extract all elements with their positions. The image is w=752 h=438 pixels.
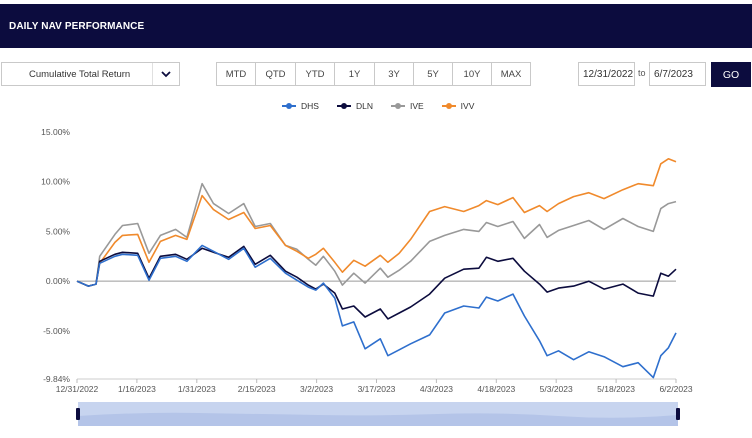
go-button[interactable]: GO [711,62,751,87]
legend-label-dhs: DHS [301,101,319,111]
range-button-1y[interactable]: 1Y [334,62,375,86]
x-tick-label: 6/2/2023 [659,384,692,394]
y-tick-label: 15.00% [41,127,70,137]
range-navigator[interactable] [76,402,680,426]
range-button-3y[interactable]: 3Y [374,62,414,86]
page-title: DAILY NAV PERFORMANCE [9,21,145,32]
chevron-down-icon[interactable] [152,63,179,85]
x-tick-label: 4/3/2023 [420,384,453,394]
legend-marker-dhs [282,103,296,109]
to-label: to [638,68,646,78]
legend-marker-dln [336,103,351,109]
series-line-dhs [76,244,677,379]
return-type-value: Cumulative Total Return [29,69,131,80]
y-tick-label: 5.00% [46,226,71,236]
range-button-group: MTD QTD YTD 1Y 3Y 5Y 10Y MAX [216,62,531,86]
y-tick-label: -9.84% [43,374,70,384]
range-button-5y[interactable]: 5Y [413,62,453,86]
navigator-right-handle[interactable] [676,408,680,420]
x-tick-label: 5/18/2023 [597,384,635,394]
return-type-select[interactable]: Cumulative Total Return [1,62,180,86]
navigator-left-handle[interactable] [76,408,80,420]
series-line-ive [76,182,677,287]
x-tick-label: 3/2/2023 [300,384,333,394]
legend-marker-ivv [441,103,456,109]
x-tick-label: 5/3/2023 [540,384,573,394]
range-button-max[interactable]: MAX [491,62,531,86]
y-tick-label: -5.00% [43,326,70,336]
y-tick-label: 0.00% [46,276,71,286]
legend-label-ivv: IVV [460,101,475,111]
legend-marker-ive [390,103,405,109]
start-date-input[interactable]: 12/31/2022 [578,62,635,86]
controls-bar: Cumulative Total Return MTD QTD YTD 1Y 3… [0,62,752,88]
x-tick-label: 4/18/2023 [477,384,515,394]
legend-label-dln: DLN [355,101,373,111]
legend-item-ive[interactable]: IVE [390,99,424,113]
series-line-ivv [76,158,677,287]
range-button-10y[interactable]: 10Y [452,62,492,86]
y-tick-label: 10.00% [41,177,70,187]
x-tick-label: 1/16/2023 [118,384,156,394]
range-button-qtd[interactable]: QTD [255,62,296,86]
legend-item-ivv[interactable]: IVV [441,99,475,113]
x-tick-label: 2/15/2023 [238,384,276,394]
range-button-ytd[interactable]: YTD [295,62,335,86]
x-tick-label: 3/17/2023 [358,384,396,394]
end-date-input[interactable]: 6/7/2023 [649,62,706,86]
series-line-dln [76,245,677,320]
legend-item-dhs[interactable]: DHS [282,99,319,113]
range-button-mtd[interactable]: MTD [216,62,256,86]
legend-item-dln[interactable]: DLN [336,99,373,113]
x-tick-label: 12/31/2022 [56,384,99,394]
navigator-sparkline [78,412,678,426]
page-header: DAILY NAV PERFORMANCE [0,4,752,48]
chart-legend: DHS DLN IVE IVV [282,99,492,113]
nav-performance-chart: 15.00% 10.00% 5.00% 0.00% -5.00% -9.84%12/31/… [41,127,693,394]
legend-label-ive: IVE [409,101,424,111]
x-tick-label: 1/31/2023 [178,384,216,394]
